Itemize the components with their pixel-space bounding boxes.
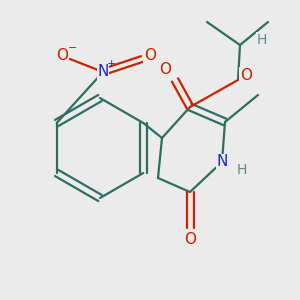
Text: N: N (216, 154, 228, 169)
Text: N: N (97, 64, 109, 80)
Text: −: − (68, 43, 78, 53)
Text: O: O (144, 47, 156, 62)
Text: H: H (237, 163, 247, 177)
Text: O: O (56, 47, 68, 62)
Text: +: + (106, 59, 116, 69)
Text: O: O (240, 68, 252, 82)
Text: O: O (184, 232, 196, 247)
Text: H: H (257, 33, 267, 47)
Text: O: O (159, 62, 171, 77)
